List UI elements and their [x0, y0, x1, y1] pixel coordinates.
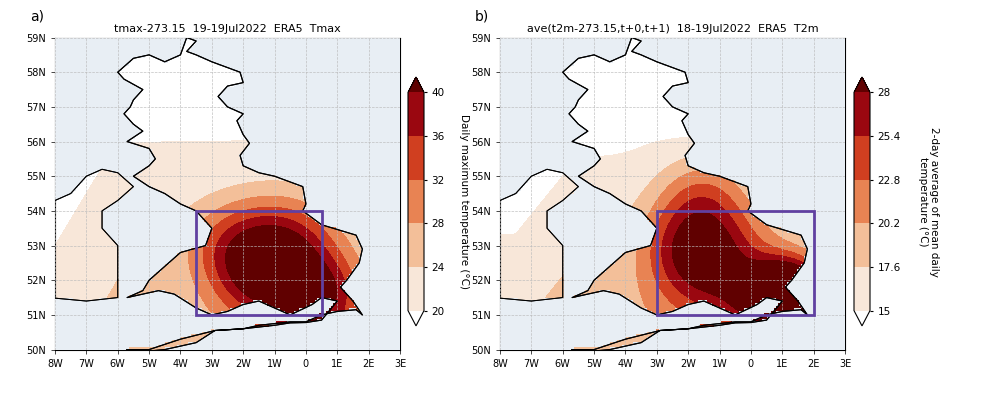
- PathPatch shape: [854, 77, 870, 92]
- PathPatch shape: [408, 77, 424, 92]
- Y-axis label: Daily maximum temperature (°C): Daily maximum temperature (°C): [459, 114, 469, 289]
- Title: ave(t2m-273.15,t+0,t+1)  18-19Jul2022  ERA5  T2m: ave(t2m-273.15,t+0,t+1) 18-19Jul2022 ERA…: [527, 24, 818, 34]
- PathPatch shape: [854, 310, 870, 326]
- Bar: [196, 211, 322, 315]
- Bar: [657, 211, 814, 315]
- Text: b): b): [475, 10, 489, 24]
- PathPatch shape: [408, 310, 424, 326]
- Text: a): a): [30, 10, 44, 24]
- Y-axis label: 2-day average of mean daily
temperature (°C): 2-day average of mean daily temperature …: [918, 126, 939, 276]
- Title: tmax-273.15  19-19Jul2022  ERA5  Tmax: tmax-273.15 19-19Jul2022 ERA5 Tmax: [114, 24, 341, 34]
